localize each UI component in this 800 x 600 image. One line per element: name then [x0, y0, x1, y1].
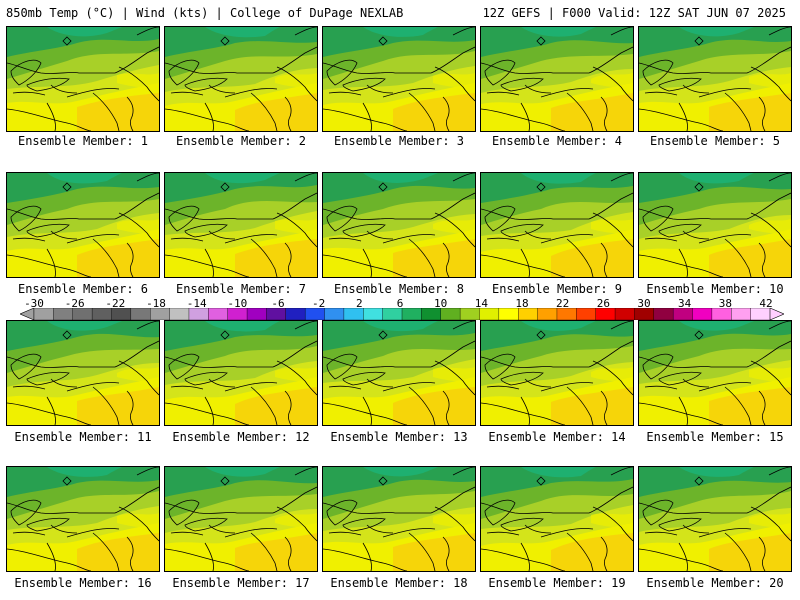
- colorbar-bin: [246, 308, 267, 320]
- ensemble-member-map: [480, 172, 634, 278]
- ensemble-member-label: Ensemble Member: 8: [333, 282, 465, 296]
- colorbar-tick-label: -30: [24, 297, 44, 310]
- ensemble-member-map: [322, 26, 476, 132]
- ensemble-member-label: Ensemble Member: 14: [488, 430, 626, 444]
- temperature-field: [165, 467, 317, 571]
- temperature-field: [639, 173, 791, 277]
- colorbar-tick-label: 30: [637, 297, 651, 310]
- ensemble-member-label: Ensemble Member: 16: [14, 576, 152, 590]
- ensemble-member-label: Ensemble Member: 11: [14, 430, 152, 444]
- ensemble-member-map: [480, 466, 634, 572]
- temperature-field: [165, 321, 317, 425]
- colorbar-tick-label: 6: [396, 297, 404, 310]
- ensemble-member-label: Ensemble Member: 7: [175, 282, 307, 296]
- colorbar-bin: [363, 308, 384, 320]
- temperature-field: [165, 173, 317, 277]
- ensemble-member-map: [638, 320, 792, 426]
- temperature-field: [7, 173, 159, 277]
- ensemble-member-label: Ensemble Member: 3: [333, 134, 465, 148]
- temperature-field: [639, 321, 791, 425]
- colorbar-bin: [208, 308, 229, 320]
- colorbar-tick-label: 14: [474, 297, 488, 310]
- colorbar-tick-label: 34: [678, 297, 692, 310]
- colorbar-tick-label: -2: [312, 297, 326, 310]
- colorbar-bin: [401, 308, 422, 320]
- ensemble-member-map: [6, 172, 160, 278]
- ensemble-member-map: [164, 172, 318, 278]
- temperature-field: [165, 27, 317, 131]
- temperature-field: [481, 173, 633, 277]
- ensemble-member-map: [322, 466, 476, 572]
- ensemble-member-map: [164, 466, 318, 572]
- colorbar-tick-label: -14: [186, 297, 207, 310]
- colorbar-tick-label: -10: [227, 297, 248, 310]
- ensemble-member-map: [6, 320, 160, 426]
- temperature-field: [323, 27, 475, 131]
- colorbar-tick-label: 2: [356, 297, 363, 310]
- ensemble-member-label: Ensemble Member: 18: [330, 576, 468, 590]
- temperature-field: [639, 27, 791, 131]
- colorbar-bin: [731, 308, 752, 320]
- temperature-field: [323, 321, 475, 425]
- temperature-field: [7, 27, 159, 131]
- colorbar-tick-label: -6: [271, 297, 285, 310]
- ensemble-member-map: [6, 26, 160, 132]
- colorbar-tick-label: -26: [64, 297, 85, 310]
- ensemble-member-map: [322, 172, 476, 278]
- ensemble-member-label: Ensemble Member: 1: [17, 134, 149, 148]
- ensemble-member-map: [6, 466, 160, 572]
- map-title: 850mb Temp (°C) | Wind (kts) | College o…: [6, 6, 404, 20]
- temperature-field: [639, 467, 791, 571]
- colorbar-tick-label: 10: [434, 297, 448, 310]
- colorbar-tick-label: 26: [596, 297, 610, 310]
- colorbar-bin: [576, 308, 597, 320]
- colorbar-tick-label: 22: [556, 297, 570, 310]
- colorbar-bin: [537, 308, 558, 320]
- colorbar-bin: [614, 308, 635, 320]
- ensemble-member-label: Ensemble Member: 10: [646, 282, 784, 296]
- colorbar-bin: [692, 308, 713, 320]
- temperature-field: [7, 467, 159, 571]
- ensemble-member-label: Ensemble Member: 15: [646, 430, 784, 444]
- ensemble-member-label: Ensemble Member: 17: [172, 576, 310, 590]
- colorbar-bin: [285, 308, 306, 320]
- temperature-field: [481, 27, 633, 131]
- ensemble-member-label: Ensemble Member: 13: [330, 430, 468, 444]
- ensemble-member-label: Ensemble Member: 6: [17, 282, 149, 296]
- model-valid-time: 12Z GEFS | F000 Valid: 12Z SAT JUN 07 20…: [482, 6, 786, 20]
- temperature-colorbar: [20, 308, 784, 320]
- ensemble-member-label: Ensemble Member: 4: [491, 134, 623, 148]
- temperature-field: [481, 467, 633, 571]
- temperature-field: [7, 321, 159, 425]
- ensemble-member-map: [480, 26, 634, 132]
- temperature-field: [323, 467, 475, 571]
- ensemble-member-label: Ensemble Member: 2: [175, 134, 307, 148]
- temperature-field: [323, 173, 475, 277]
- ensemble-member-map: [164, 320, 318, 426]
- ensemble-member-label: Ensemble Member: 12: [172, 430, 310, 444]
- colorbar-tick-label: -22: [105, 297, 126, 310]
- colorbar-bin: [653, 308, 674, 320]
- ensemble-member-label: Ensemble Member: 9: [491, 282, 623, 296]
- ensemble-member-label: Ensemble Member: 19: [488, 576, 626, 590]
- ensemble-member-map: [322, 320, 476, 426]
- colorbar-tick-label: 38: [718, 297, 732, 310]
- colorbar-tick-label: 42: [759, 297, 773, 310]
- colorbar-bin: [324, 308, 345, 320]
- ensemble-member-map: [638, 26, 792, 132]
- colorbar-tick-label: 18: [515, 297, 529, 310]
- ensemble-member-label: Ensemble Member: 20: [646, 576, 784, 590]
- colorbar-tick-label: -18: [146, 297, 166, 310]
- ensemble-member-map: [638, 466, 792, 572]
- ensemble-member-label: Ensemble Member: 5: [649, 134, 781, 148]
- ensemble-member-map: [480, 320, 634, 426]
- ensemble-member-map: [164, 26, 318, 132]
- ensemble-member-map: [638, 172, 792, 278]
- temperature-field: [481, 321, 633, 425]
- colorbar-max-arrow: [769, 308, 784, 320]
